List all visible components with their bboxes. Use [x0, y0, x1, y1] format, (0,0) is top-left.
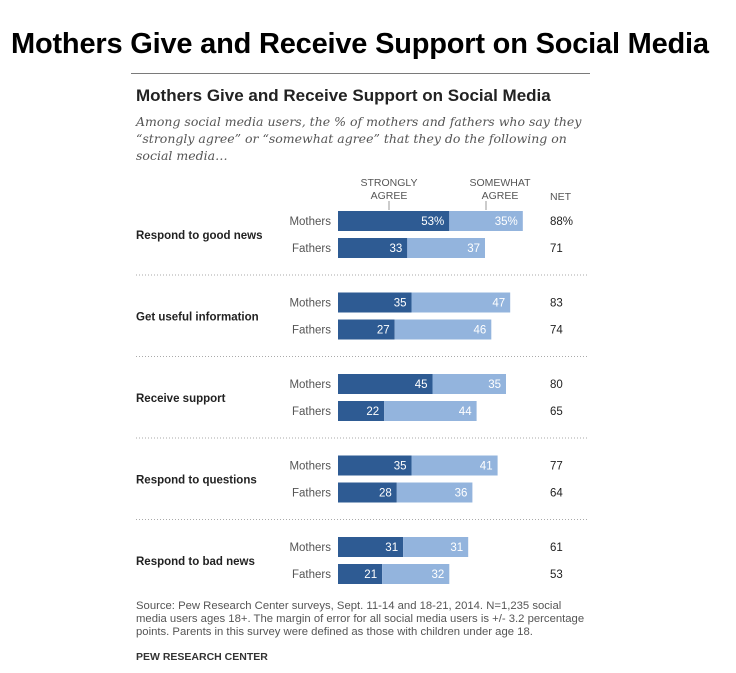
- group-label: Fathers: [292, 488, 331, 500]
- title-divider: [131, 73, 590, 74]
- group-label: Fathers: [292, 243, 331, 255]
- data-label-net: 77: [550, 461, 563, 473]
- data-label-somewhat: 36: [455, 488, 468, 500]
- data-label-strongly: 22: [366, 406, 379, 418]
- header-somewhat-agree: SOMEWHAT: [469, 177, 531, 189]
- source-note: Source: Pew Research Center surveys, Sep…: [136, 600, 585, 638]
- group-label: Mothers: [289, 379, 331, 391]
- data-label-strongly: 35: [394, 461, 407, 473]
- data-label-net: 64: [550, 488, 563, 500]
- bar-strongly-agree: [338, 401, 385, 421]
- bar-somewhat-agree: [384, 401, 477, 421]
- data-label-strongly: 27: [377, 325, 390, 337]
- category-label: Get useful information: [136, 312, 259, 324]
- data-label-net: 80: [550, 379, 563, 391]
- data-label-strongly: 35: [394, 298, 407, 310]
- chart-subtitle: Among social media users, the % of mothe…: [136, 114, 582, 163]
- bar-strongly-agree: [338, 292, 412, 313]
- data-label-somewhat: 44: [459, 406, 472, 418]
- group-label: Fathers: [292, 569, 331, 581]
- category-label: Respond to questions: [136, 475, 257, 487]
- data-label-somewhat: 32: [432, 569, 445, 581]
- group-label: Mothers: [289, 461, 331, 473]
- bar-strongly-agree: [338, 455, 412, 476]
- bar-strongly-agree: [338, 319, 395, 340]
- bar-somewhat-agree: [449, 211, 523, 231]
- data-label-net: 74: [550, 325, 563, 337]
- bar-somewhat-agree: [411, 455, 498, 476]
- bar-strongly-agree: [338, 238, 408, 258]
- bar-somewhat-agree: [403, 537, 469, 557]
- data-label-net: 71: [550, 243, 563, 255]
- bar-strongly-agree: [338, 482, 397, 503]
- data-label-net: 83: [550, 298, 563, 310]
- data-label-strongly: 33: [390, 243, 403, 255]
- organization-name: PEW RESEARCH CENTER: [136, 651, 268, 663]
- data-label-somewhat: 41: [480, 461, 493, 473]
- group-label: Mothers: [289, 298, 331, 310]
- header-strongly-agree: STRONGLY: [361, 177, 418, 189]
- data-label-somewhat: 31: [450, 542, 463, 554]
- bar-somewhat-agree: [396, 482, 473, 503]
- group-label: Mothers: [289, 216, 331, 228]
- data-label-strongly: 28: [379, 488, 392, 500]
- data-label-strongly: 21: [364, 569, 377, 581]
- page-title: Mothers Give and Receive Support on Soci…: [11, 28, 709, 60]
- bar-strongly-agree: [338, 564, 383, 584]
- data-label-somewhat: 46: [474, 325, 487, 337]
- data-label-strongly: 45: [415, 379, 428, 391]
- header-strongly-agree: AGREE: [371, 190, 408, 202]
- bar-strongly-agree: [338, 374, 433, 394]
- bar-strongly-agree: [338, 537, 404, 557]
- header-somewhat-agree: AGREE: [482, 190, 519, 202]
- group-label: Fathers: [292, 325, 331, 337]
- bar-somewhat-agree: [411, 292, 511, 313]
- group-label: Fathers: [292, 406, 331, 418]
- bar-somewhat-agree: [394, 319, 492, 340]
- bar-somewhat-agree: [407, 238, 485, 258]
- chart-title: Mothers Give and Receive Support on Soci…: [136, 86, 551, 105]
- category-label: Respond to good news: [136, 230, 263, 242]
- category-label: Receive support: [136, 393, 226, 405]
- header-net: NET: [550, 191, 572, 203]
- data-label-somewhat: 35: [488, 379, 501, 391]
- bar-somewhat-agree: [432, 374, 506, 394]
- data-label-net: 65: [550, 406, 563, 418]
- bar-strongly-agree: [338, 211, 450, 231]
- data-label-strongly: 31: [385, 542, 398, 554]
- data-label-somewhat: 47: [492, 298, 505, 310]
- data-label-net: 61: [550, 542, 563, 554]
- data-label-net: 53: [550, 569, 563, 581]
- bar-somewhat-agree: [382, 564, 450, 584]
- data-label-somewhat: 37: [467, 243, 480, 255]
- group-label: Mothers: [289, 542, 331, 554]
- data-label-strongly: 53%: [421, 216, 444, 228]
- data-label-somewhat: 35%: [495, 216, 518, 228]
- data-label-net: 88%: [550, 216, 573, 228]
- category-label: Respond to bad news: [136, 556, 255, 568]
